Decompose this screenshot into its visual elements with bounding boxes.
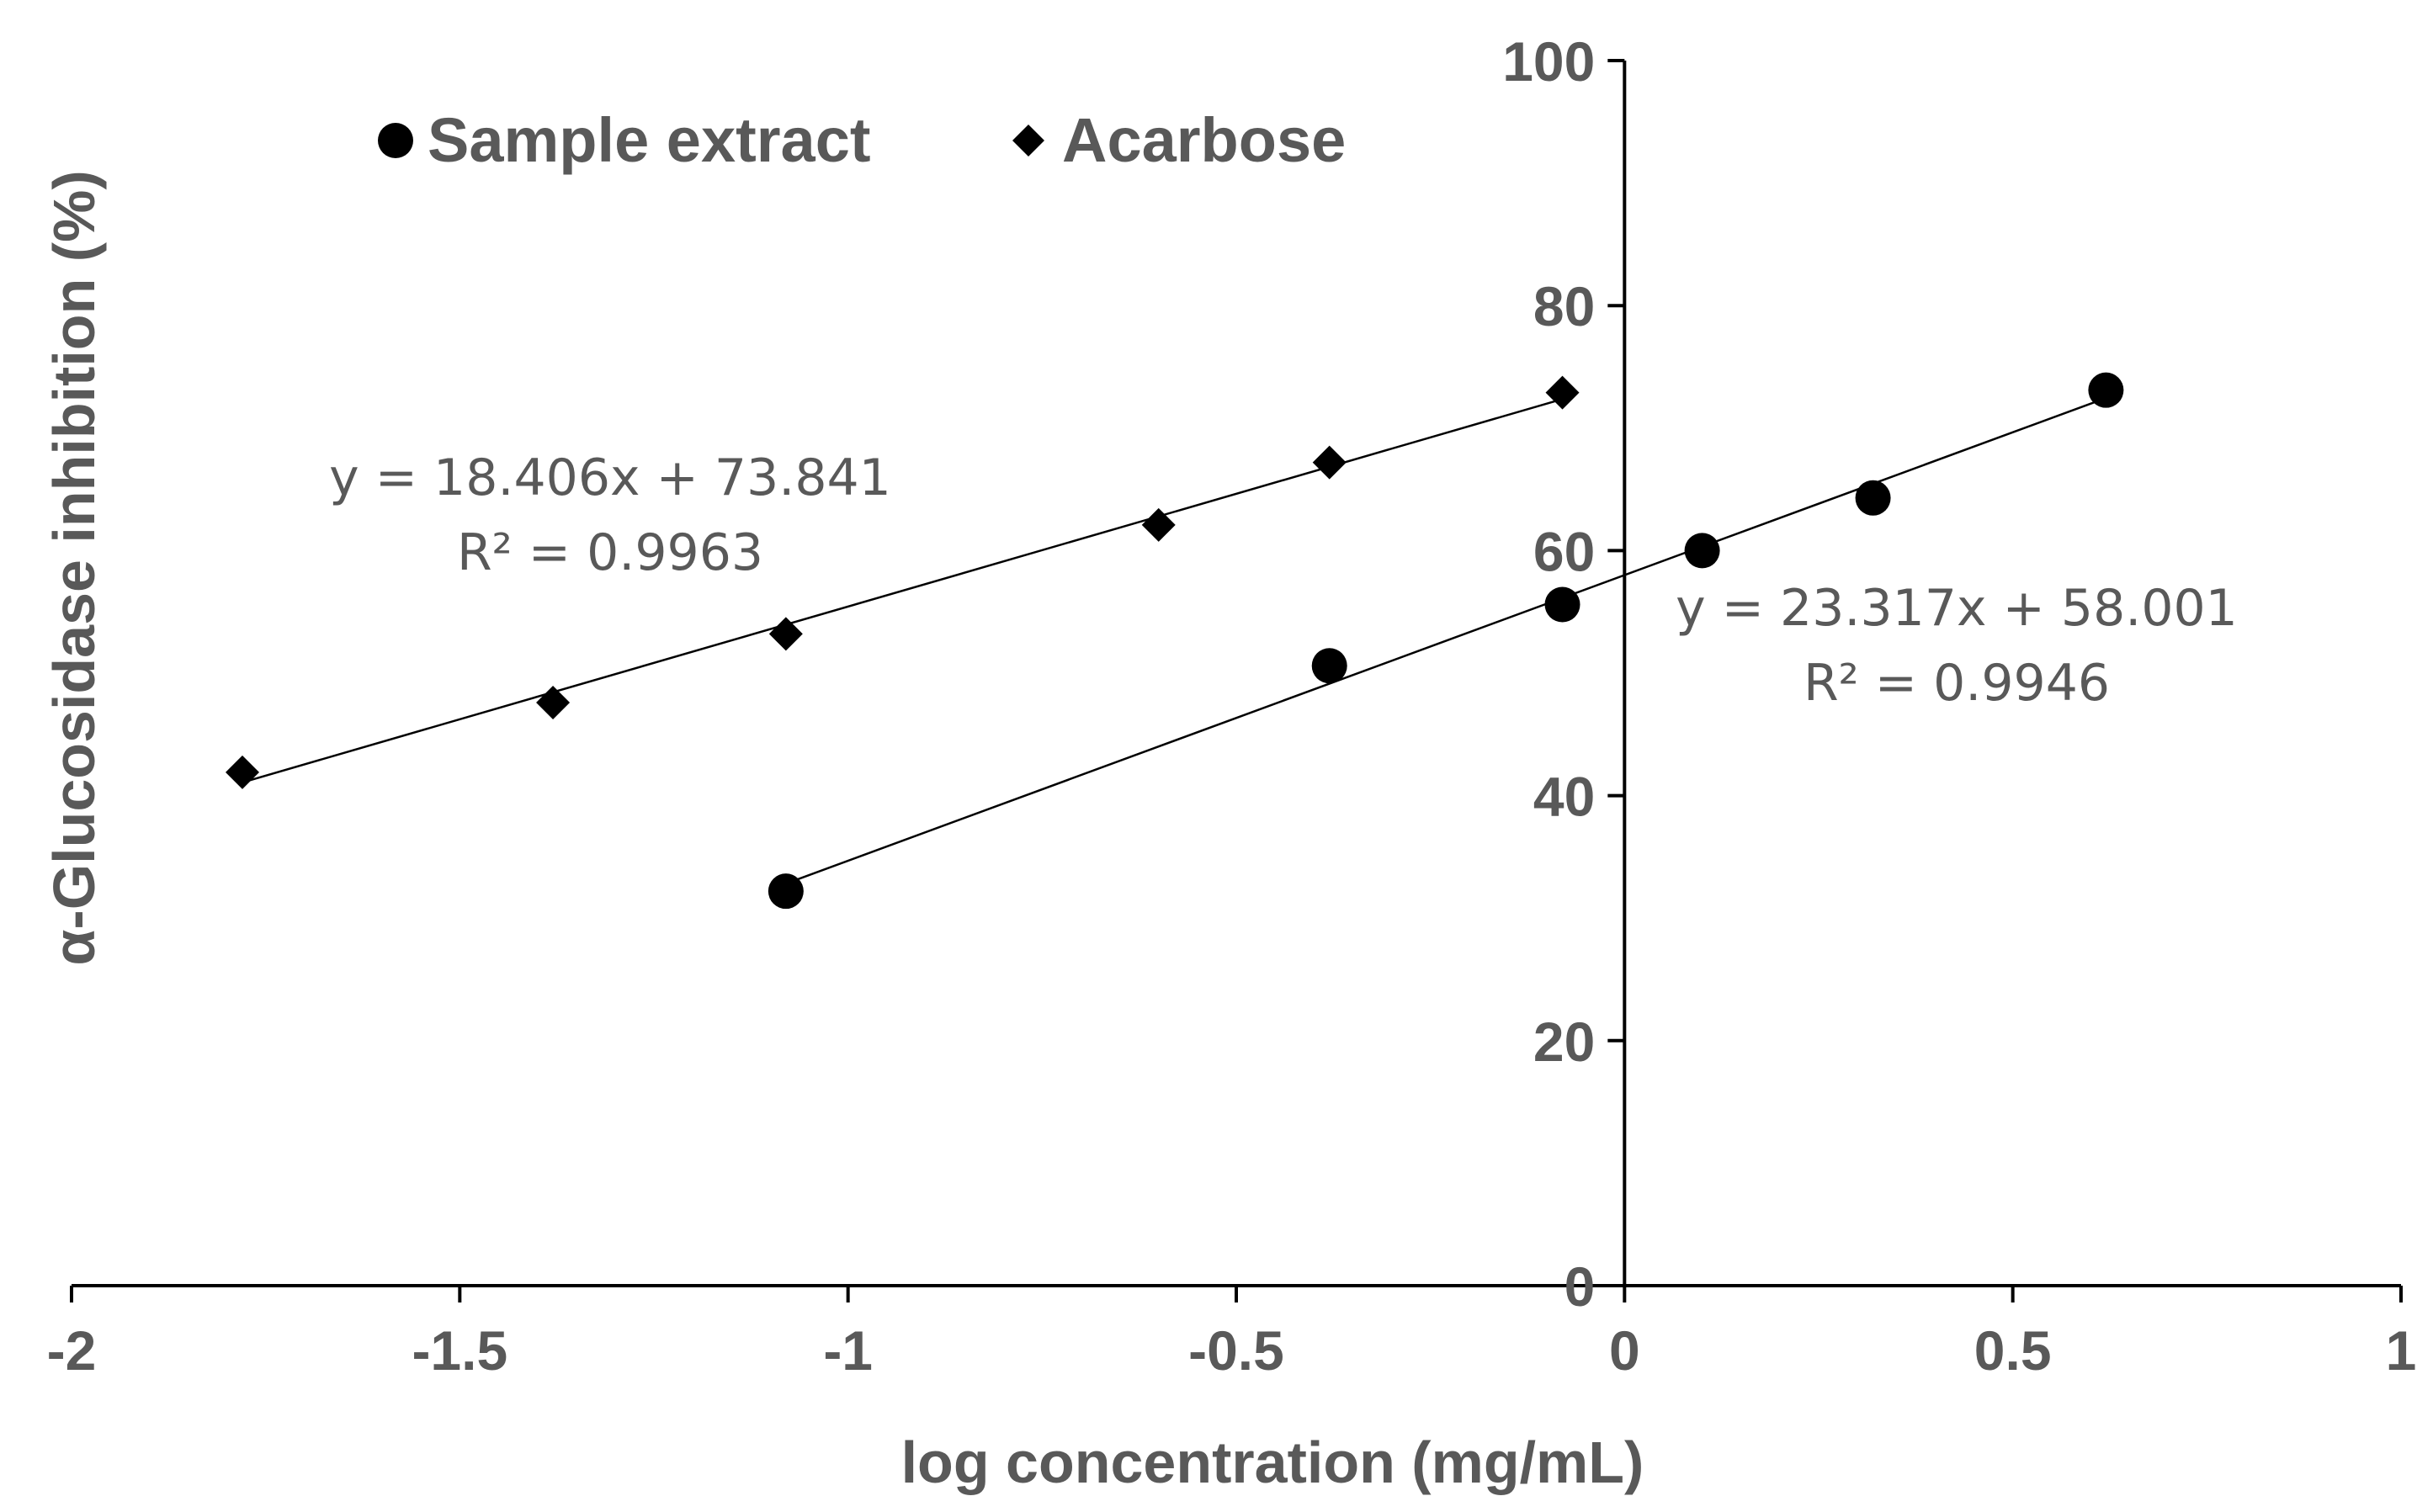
- legend-circle-icon: [378, 123, 413, 158]
- acarbose-trendline-equation: y = 18.406x + 73.841: [329, 448, 891, 507]
- y-axis-title: α-Glucosidase inhibition (%): [41, 170, 107, 965]
- acarbose-point: [1545, 375, 1580, 410]
- sample-trendline-equation: y = 23.317x + 58.001: [1676, 579, 2238, 638]
- sample-extract-trendline: [785, 396, 2106, 885]
- legend-label-sample-extract: Sample extract: [428, 105, 871, 175]
- y-tick-label: 0: [1564, 1255, 1596, 1318]
- ticks: -2 -1.5 -1 -0.5 0 0.5 1 0 20 40 60 80 100: [47, 30, 2417, 1382]
- equations: y = 18.406x + 73.841 R² = 0.9963 y = 23.…: [329, 448, 2238, 713]
- acarbose-point: [1141, 507, 1176, 542]
- x-tick-label: -1: [823, 1319, 873, 1382]
- acarbose-point: [1312, 445, 1347, 480]
- x-tick-label: -1.5: [412, 1319, 507, 1382]
- acarbose-point: [768, 617, 803, 651]
- legend-label-acarbose: Acarbose: [1062, 105, 1346, 175]
- y-tick-label: 80: [1533, 275, 1595, 337]
- sample-extract-point: [2088, 372, 2124, 408]
- legend-diamond-icon: [1012, 125, 1044, 157]
- y-tick-label: 100: [1502, 30, 1595, 93]
- sample-extract-point: [768, 873, 804, 910]
- sample-extract-point: [1684, 533, 1720, 569]
- acarbose-point: [536, 685, 571, 719]
- y-tick-label: 20: [1533, 1011, 1595, 1073]
- x-tick-label: 1: [2386, 1319, 2417, 1382]
- x-tick-label: 0.5: [1974, 1319, 2052, 1382]
- sample-extract-point: [1855, 480, 1891, 516]
- sample-extract-point: [1311, 648, 1347, 684]
- legend: Sample extract Acarbose: [378, 105, 1346, 175]
- x-axis-title: log concentration (mg/mL): [901, 1430, 1644, 1495]
- markers: [225, 372, 2124, 910]
- acarbose-point: [225, 755, 259, 789]
- x-tick-label: -0.5: [1188, 1319, 1284, 1382]
- y-tick-label: 40: [1533, 766, 1595, 828]
- x-tick-label: 0: [1609, 1319, 1640, 1382]
- y-tick-label: 60: [1533, 520, 1595, 582]
- sample-extract-point: [1544, 586, 1580, 623]
- sample-trendline-r2: R² = 0.9946: [1804, 654, 2110, 713]
- x-tick-label: -2: [47, 1319, 97, 1382]
- acarbose-trendline-r2: R² = 0.9963: [457, 523, 763, 582]
